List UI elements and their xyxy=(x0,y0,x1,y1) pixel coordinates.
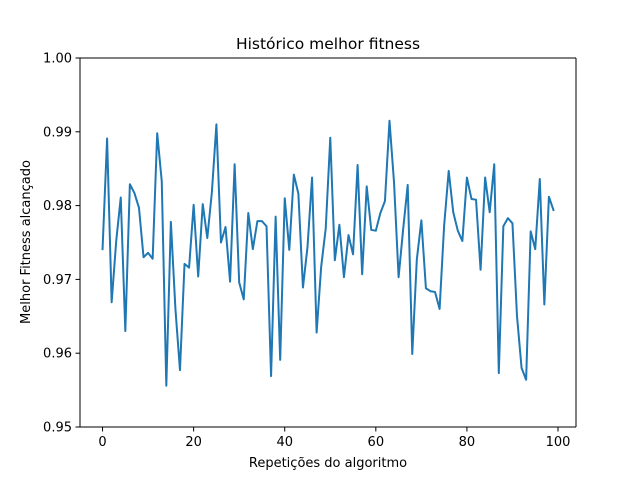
y-tick-label-5: 1.00 xyxy=(43,52,72,67)
x-tick-label-4: 80 xyxy=(459,435,476,450)
y-tick-label-4: 0.99 xyxy=(43,125,72,140)
y-axis-label: Melhor Fitness alcançado xyxy=(19,160,34,324)
x-axis-label: Repetições do algoritmo xyxy=(249,456,407,471)
y-tick-label-0: 0.95 xyxy=(43,421,72,436)
plot-area: 0 20 40 60 80 100 0.95 0.96 0.97 0.98 0.99 1.00 xyxy=(43,52,577,450)
x-tick-label-0: 0 xyxy=(98,435,106,450)
x-tick-label-3: 60 xyxy=(368,435,385,450)
chart-title: Histórico melhor fitness xyxy=(236,35,420,53)
y-tick-label-2: 0.97 xyxy=(43,273,72,288)
y-tick-label-3: 0.98 xyxy=(43,199,72,214)
y-tick-label-1: 0.96 xyxy=(43,347,72,362)
x-tick-label-2: 40 xyxy=(276,435,293,450)
x-tick-label-5: 100 xyxy=(546,435,571,450)
x-tick-label-1: 20 xyxy=(185,435,202,450)
series-line-0 xyxy=(101,119,555,387)
